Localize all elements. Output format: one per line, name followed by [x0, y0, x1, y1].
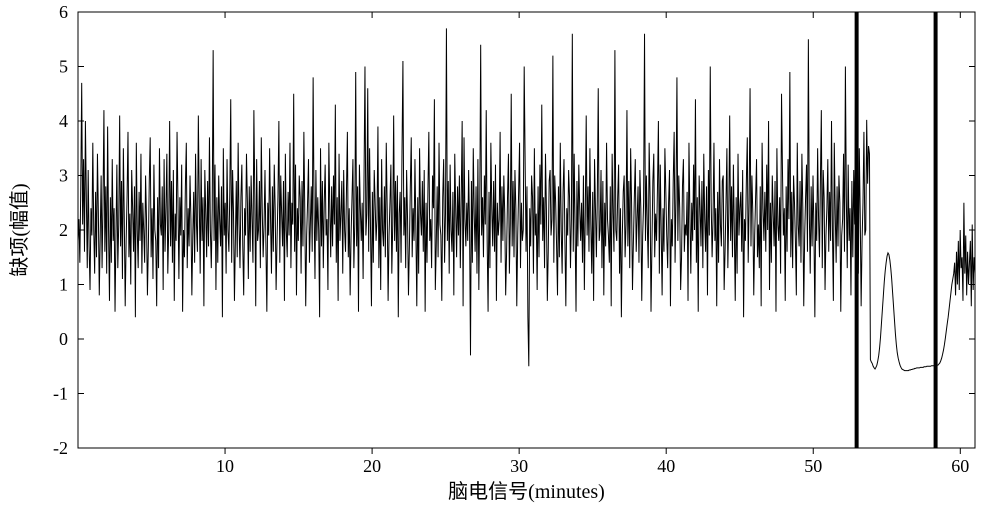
y-tick-label: 0 — [59, 329, 68, 349]
y-tick-label: 5 — [59, 57, 68, 77]
eeg-signal-line — [78, 28, 975, 370]
y-tick-label: -1 — [53, 384, 68, 404]
x-tick-label: 40 — [657, 456, 675, 476]
x-tick-label: 30 — [510, 456, 528, 476]
chart-container: 10 20 30 40 50 60 -2 -1 0 1 2 3 4 5 6 脑电信号(minutes) 缺项(幅… — [0, 0, 1000, 513]
y-tick-label: -2 — [53, 438, 68, 458]
x-tick-label: 20 — [363, 456, 381, 476]
y-tick-label: 4 — [59, 111, 68, 131]
y-tick-label: 6 — [59, 2, 68, 22]
y-tick-label: 3 — [59, 166, 68, 186]
x-tick-label: 50 — [804, 456, 822, 476]
line-chart: 10 20 30 40 50 60 -2 -1 0 1 2 3 4 5 6 脑电信号(minutes) 缺项(幅… — [0, 0, 1000, 513]
x-axis-label: 脑电信号(minutes) — [448, 480, 605, 503]
x-tick-label: 60 — [951, 456, 969, 476]
y-tick-label: 1 — [59, 275, 68, 295]
y-tick-label: 2 — [59, 220, 68, 240]
y-axis-label: 缺项(幅值) — [8, 183, 31, 276]
x-tick-label: 10 — [216, 456, 234, 476]
